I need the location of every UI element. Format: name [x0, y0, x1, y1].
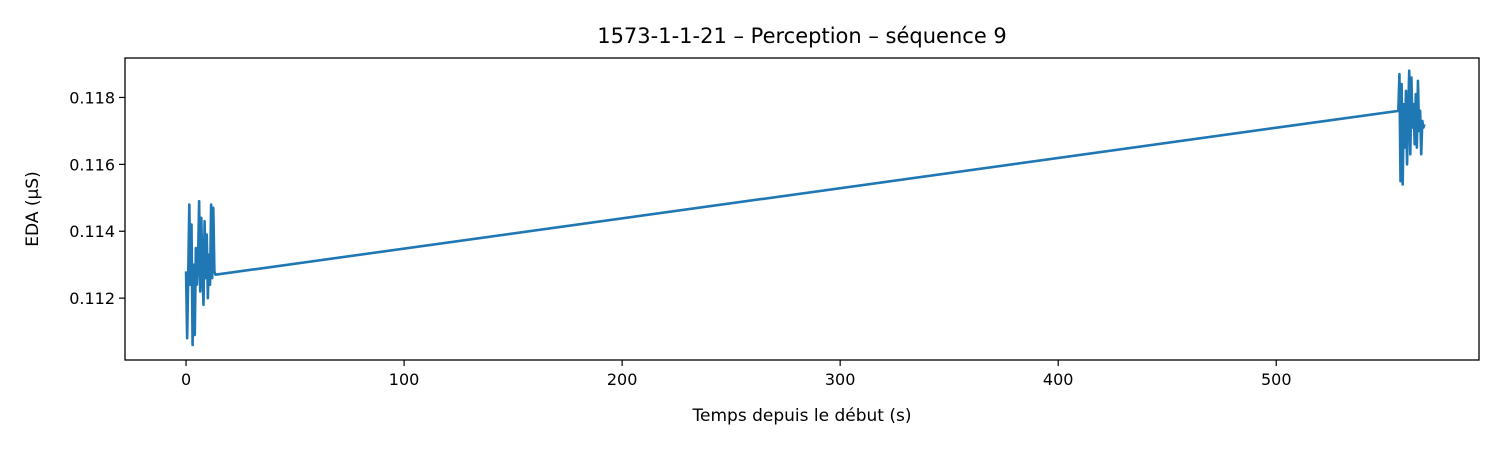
- chart-title: 1573-1-1-21 – Perception – séquence 9: [597, 24, 1007, 48]
- plot-frame: [124, 57, 1480, 361]
- y-axis-label: EDA (µS): [23, 171, 43, 246]
- x-tick-label: 100: [389, 370, 420, 389]
- x-tick-label: 200: [607, 370, 638, 389]
- y-tick-label: 0.118: [69, 88, 115, 107]
- x-axis-label: Temps depuis le début (s): [692, 406, 912, 426]
- x-tick-label: 500: [1261, 370, 1292, 389]
- x-tick-label: 400: [1043, 370, 1074, 389]
- x-axis: 0 100 200 300 400 500: [181, 360, 1292, 389]
- y-tick-label: 0.114: [69, 222, 115, 241]
- x-tick-label: 0: [181, 370, 191, 389]
- series-line-0: [184, 69, 1426, 347]
- y-tick-label: 0.112: [69, 289, 115, 308]
- y-axis: 0.112 0.114 0.116 0.118: [69, 88, 125, 308]
- plot-area: [184, 69, 1426, 347]
- x-tick-label: 300: [825, 370, 856, 389]
- y-tick-label: 0.116: [69, 155, 115, 174]
